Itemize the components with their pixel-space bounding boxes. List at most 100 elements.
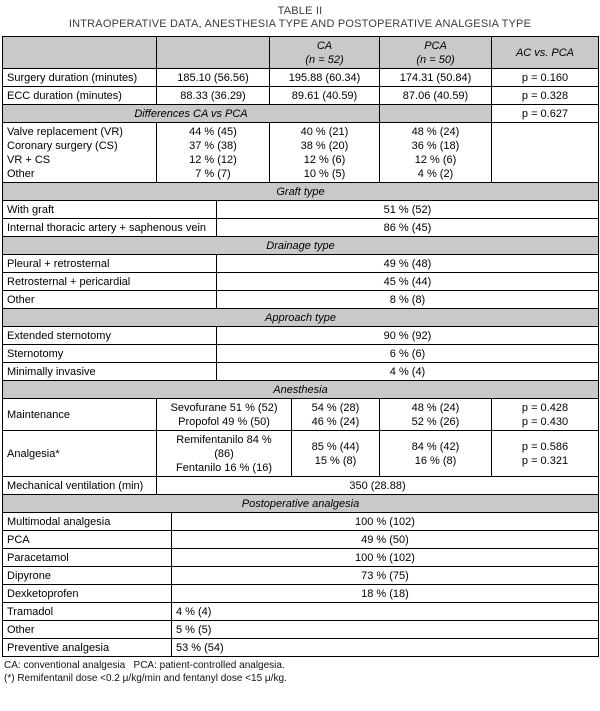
surgery-type-all: 44 % (45) [189, 126, 237, 138]
cell-ca: 89.61 (40.59) [269, 86, 380, 105]
surgery-type-ca: 40 % (21) [300, 126, 349, 138]
row-differences: Differences CA vs PCA p = 0.627 [2, 104, 599, 123]
surgery-type-ca: 38 % (20) [300, 140, 349, 152]
row-mechanical-ventilation: Mechanical ventilation (min) 350 (28.88) [2, 476, 599, 495]
maintenance-p-line: p = 0.428 [521, 402, 569, 414]
cell-detail: Sevofurane 51 % (52) Propofol 49 % (50) [156, 398, 292, 431]
cell-label: Tramadol [2, 602, 172, 621]
cell-p: p = 0.586 p = 0.321 [491, 430, 599, 477]
maintenance-pca-line: 48 % (24) [411, 402, 460, 414]
cell-value: 49 % (48) [216, 254, 599, 273]
header-ca-cell: CA (n = 52) [269, 36, 380, 69]
analgesia-detail-line: Fentanilo 16 % (16) [176, 462, 272, 474]
cell-label: Internal thoracic artery + saphenous vei… [2, 218, 217, 237]
row-section-drainage: Drainage type [2, 236, 599, 255]
cell-empty [379, 104, 492, 123]
cell-label: Analgesia* [2, 430, 157, 477]
row-pca: PCA 49 % (50) [2, 530, 599, 549]
surgery-type-ca: 10 % (5) [303, 168, 346, 180]
cell-label: Multimodal analgesia [2, 512, 172, 531]
analgesia-p-line: p = 0.586 [521, 441, 569, 453]
row-preventive-analgesia: Preventive analgesia 53 % (54) [2, 638, 599, 657]
cell-value: 6 % (6) [216, 344, 599, 363]
cell-label: Other [2, 290, 217, 309]
analgesia-pca-line: 16 % (8) [414, 455, 457, 467]
cell-pca: 48 % (24) 52 % (26) [379, 398, 492, 431]
surgery-type-pca: 36 % (18) [411, 140, 460, 152]
analgesia-ca-line: 85 % (44) [311, 441, 360, 453]
surgery-type-label: Other [7, 168, 35, 180]
cell-p: p = 0.328 [491, 86, 599, 105]
footnotes: CA: conventional analgesia PCA: patient-… [2, 660, 598, 685]
cell-value: 5 % (5) [171, 620, 599, 639]
section-header-approach: Approach type [2, 308, 599, 327]
cell-label: Surgery duration (minutes) [2, 68, 157, 87]
analgesia-detail-line: Remifentanilo 84 % [176, 434, 272, 446]
maintenance-ca-line: 46 % (24) [311, 416, 360, 428]
cell-label: Pleural + retrosternal [2, 254, 217, 273]
column-header-row: CA (n = 52) PCA (n = 50) AC vs. PCA [2, 36, 599, 69]
ca-column-n: (n = 52) [305, 54, 344, 66]
row-multimodal: Multimodal analgesia 100 % (102) [2, 512, 599, 531]
row-pleural-retrosternal: Pleural + retrosternal 49 % (48) [2, 254, 599, 273]
cell-ca: 195.88 (60.34) [269, 68, 380, 87]
row-dipyrone: Dipyrone 73 % (75) [2, 566, 599, 585]
cell-label: Preventive analgesia [2, 638, 172, 657]
cell-value: 86 % (45) [216, 218, 599, 237]
row-section-postop: Postoperative analgesia [2, 494, 599, 513]
row-analgesia: Analgesia* Remifentanilo 84 % (86) Fenta… [2, 430, 599, 477]
cell-label: Dipyrone [2, 566, 172, 585]
cell-label: With graft [2, 200, 217, 219]
maintenance-ca-line: 54 % (28) [311, 402, 360, 414]
row-extended-sternotomy: Extended sternotomy 90 % (92) [2, 326, 599, 345]
cell-value: 4 % (4) [171, 602, 599, 621]
pca-column-label: PCA [424, 40, 447, 52]
cell-label: Sternotomy [2, 344, 217, 363]
cell-label: Retrosternal + pericardial [2, 272, 217, 291]
analgesia-detail-line: (86) [214, 448, 234, 460]
cell-label: Extended sternotomy [2, 326, 217, 345]
cell-pca: 87.06 (40.59) [379, 86, 492, 105]
row-minimally-invasive: Minimally invasive 4 % (4) [2, 362, 599, 381]
analgesia-ca-line: 15 % (8) [314, 455, 357, 467]
cell-all: 44 % (45) 37 % (38) 12 % (12) 7 % (7) [156, 122, 270, 183]
row-section-approach: Approach type [2, 308, 599, 327]
row-with-graft: With graft 51 % (52) [2, 200, 599, 219]
cell-label: Maintenance [2, 398, 157, 431]
surgery-type-pca: 48 % (24) [411, 126, 460, 138]
cell-p: p = 0.627 [491, 104, 599, 123]
row-surgery-types: Valve replacement (VR) Coronary surgery … [2, 122, 599, 183]
row-surgery-duration: Surgery duration (minutes) 185.10 (56.56… [2, 68, 599, 87]
row-section-anesthesia: Anesthesia [2, 380, 599, 399]
section-header-graft: Graft type [2, 182, 599, 201]
table-number: TABLE II [277, 5, 323, 17]
cell-pca: 174.31 (50.84) [379, 68, 492, 87]
row-section-graft: Graft type [2, 182, 599, 201]
row-drainage-other: Other 8 % (8) [2, 290, 599, 309]
cell-value: 45 % (44) [216, 272, 599, 291]
table-caption: TABLE II INTRAOPERATIVE DATA, ANESTHESIA… [2, 5, 598, 31]
header-empty-label-cell [2, 36, 157, 69]
cell-label: PCA [2, 530, 172, 549]
header-empty-all-cell [156, 36, 270, 69]
analgesia-p-line: p = 0.321 [521, 455, 569, 467]
cell-ca: 40 % (21) 38 % (20) 12 % (6) 10 % (5) [269, 122, 380, 183]
table-title: INTRAOPERATIVE DATA, ANESTHESIA TYPE AND… [68, 18, 532, 30]
cell-pca: 84 % (42) 16 % (8) [379, 430, 492, 477]
row-sternotomy: Sternotomy 6 % (6) [2, 344, 599, 363]
cell-pca: 48 % (24) 36 % (18) 12 % (6) 4 % (2) [379, 122, 492, 183]
row-ita-saphenous: Internal thoracic artery + saphenous vei… [2, 218, 599, 237]
row-maintenance: Maintenance Sevofurane 51 % (52) Propofo… [2, 398, 599, 431]
cell-p: p = 0.428 p = 0.430 [491, 398, 599, 431]
cell-label: Paracetamol [2, 548, 172, 567]
cell-all: 185.10 (56.56) [156, 68, 270, 87]
surgery-type-all: 7 % (7) [195, 168, 231, 180]
maintenance-p-line: p = 0.430 [521, 416, 569, 428]
cell-empty [491, 122, 599, 183]
cell-value: 90 % (92) [216, 326, 599, 345]
maintenance-pca-line: 52 % (26) [411, 416, 460, 428]
surgery-type-ca: 12 % (6) [303, 154, 346, 166]
row-retrosternal-pericardial: Retrosternal + pericardial 45 % (44) [2, 272, 599, 291]
row-paracetamol: Paracetamol 100 % (102) [2, 548, 599, 567]
data-table: CA (n = 52) PCA (n = 50) AC vs. PCA Surg… [2, 36, 599, 657]
